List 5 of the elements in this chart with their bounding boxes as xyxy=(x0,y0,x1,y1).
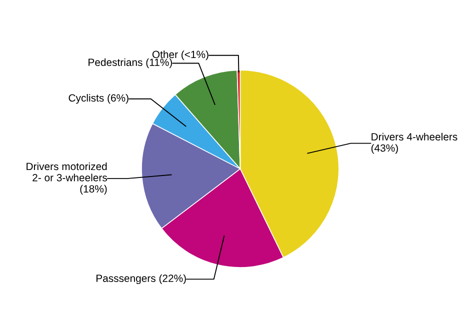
slice-label: Pedestrians (11%) xyxy=(88,58,172,68)
slice-label: Cyclists (6%) xyxy=(68,94,128,104)
slice-label: Drivers 4-wheelers (43%) xyxy=(371,132,458,154)
slice-label: Drivers motorized 2- or 3-wheelers (18%) xyxy=(26,162,107,195)
slice-label: Passsengers (22%) xyxy=(96,274,186,284)
